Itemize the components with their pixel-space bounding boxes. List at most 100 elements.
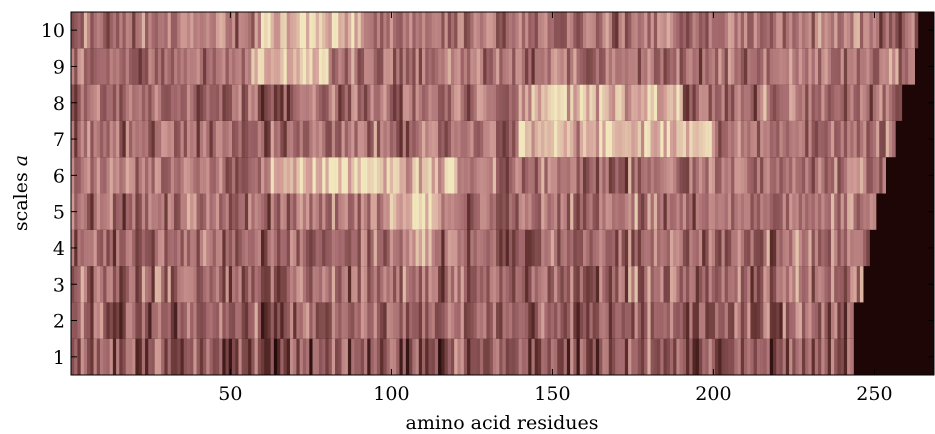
heatmap-cell [180, 120, 185, 158]
heatmap-cell [376, 302, 381, 339]
heatmap-cell [467, 193, 471, 230]
heatmap-cell [573, 157, 577, 194]
heatmap-cell [106, 229, 110, 267]
heatmap-cell [186, 48, 191, 85]
heatmap-cell [299, 338, 304, 375]
heatmap-cell [293, 48, 297, 85]
heatmap-cell [441, 48, 445, 85]
heatmap-cell [167, 302, 172, 339]
heatmap-cell [637, 266, 642, 303]
heatmap-cell [702, 302, 706, 339]
heatmap-cell [277, 229, 281, 267]
heatmap-cell [737, 157, 742, 194]
heatmap-cell [592, 193, 597, 230]
heatmap-cell [657, 302, 661, 339]
heatmap-cell [244, 157, 249, 194]
heatmap-cell [209, 229, 213, 267]
heatmap-cell [77, 338, 81, 375]
heatmap-cell [135, 193, 139, 230]
heatmap-cell [183, 48, 188, 85]
heatmap-cell [206, 302, 210, 339]
heatmap-cell [335, 120, 339, 158]
heatmap-cell [447, 157, 452, 194]
heatmap-cell [183, 12, 188, 49]
heatmap-cell [244, 302, 249, 339]
heatmap-cell [322, 229, 326, 267]
heatmap-cell [669, 12, 674, 49]
heatmap-cell [866, 12, 870, 49]
heatmap-cell [647, 120, 651, 158]
heatmap-cell [599, 302, 603, 339]
heatmap-cell [502, 266, 507, 303]
heatmap-cell [396, 157, 400, 194]
heatmap-cell [570, 338, 574, 375]
heatmap-cell [592, 120, 597, 158]
heatmap-cell [731, 302, 735, 339]
heatmap-cell [863, 48, 867, 85]
heatmap-cell [222, 338, 226, 375]
heatmap-cell [750, 120, 754, 158]
heatmap-cell [537, 338, 542, 375]
heatmap-cell [718, 302, 722, 339]
heatmap-cell [779, 229, 783, 267]
heatmap-cell [183, 84, 188, 121]
heatmap-cell [331, 12, 336, 49]
heatmap-cell [824, 266, 829, 303]
heatmap-cell [592, 229, 597, 267]
heatmap-cell [119, 12, 123, 49]
heatmap-cell [518, 120, 523, 158]
heatmap-cell [344, 302, 349, 339]
heatmap-cell [225, 12, 230, 49]
heatmap-cell [196, 266, 201, 303]
heatmap-cell [615, 302, 619, 339]
heatmap-cell [109, 229, 114, 267]
heatmap-cell [811, 229, 816, 267]
heatmap-cell [341, 229, 346, 267]
heatmap-cell [299, 157, 304, 194]
heatmap-cell [183, 157, 188, 194]
heatmap-cell [373, 120, 378, 158]
heatmap-cell [801, 302, 806, 339]
heatmap-cell [135, 157, 139, 194]
heatmap-cell [566, 157, 571, 194]
heatmap-cell [431, 229, 436, 267]
heatmap-cell [254, 302, 259, 339]
heatmap-cell [669, 157, 674, 194]
heatmap-cell [325, 84, 329, 121]
heatmap-cell [373, 84, 378, 121]
heatmap-cell [128, 302, 133, 339]
y-tick-label: 7 [53, 129, 65, 151]
heatmap-cell [753, 84, 758, 121]
heatmap-cell [460, 48, 465, 85]
heatmap-cell [753, 12, 758, 49]
heatmap-cell [180, 229, 185, 267]
heatmap-cell [193, 193, 197, 230]
heatmap-cell [335, 229, 339, 267]
heatmap-cell [579, 157, 584, 194]
heatmap-cell [744, 302, 748, 339]
heatmap-cell [576, 48, 581, 85]
heatmap-cell [244, 338, 249, 375]
heatmap-cell [360, 84, 365, 121]
heatmap-cell [370, 302, 374, 339]
heatmap-cell [164, 302, 168, 339]
heatmap-cell [90, 12, 94, 49]
heatmap-cell [653, 338, 658, 375]
heatmap-cell [611, 193, 616, 230]
heatmap-cell [476, 48, 481, 85]
heatmap-cell [837, 48, 841, 85]
heatmap-cell [615, 12, 619, 49]
heatmap-cell [847, 157, 851, 194]
heatmap-cell [798, 84, 803, 121]
heatmap-cell [853, 157, 858, 194]
heatmap-cell [753, 302, 758, 339]
heatmap-cell [769, 229, 774, 267]
heatmap-cell [145, 338, 149, 375]
heatmap-cell [409, 120, 413, 158]
heatmap-cell [373, 48, 378, 85]
heatmap-cell [566, 302, 571, 339]
heatmap-cell [801, 12, 806, 49]
heatmap-cell [228, 157, 233, 194]
heatmap-cell [170, 266, 175, 303]
heatmap-cell [260, 193, 265, 230]
